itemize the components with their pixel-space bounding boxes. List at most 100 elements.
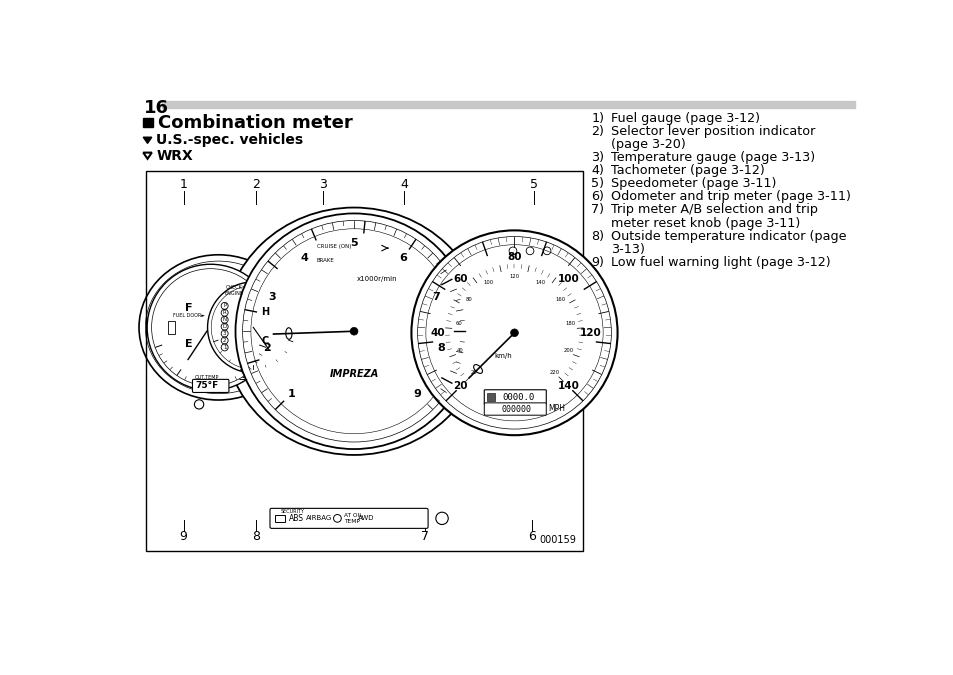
Text: 000159: 000159 [539, 535, 576, 545]
Text: 120: 120 [509, 274, 519, 279]
Text: IMPREZA: IMPREZA [329, 369, 378, 379]
Bar [143, 118, 152, 127]
Bar [162, 101, 855, 108]
Text: 7: 7 [432, 292, 439, 302]
Bar [274, 514, 285, 522]
FancyBboxPatch shape [484, 389, 546, 404]
Text: 2): 2) [591, 125, 603, 138]
Text: 4: 4 [300, 252, 308, 263]
Text: 16: 16 [144, 99, 169, 117]
Text: FUEL DOOR►: FUEL DOOR► [173, 313, 205, 319]
Circle shape [235, 213, 472, 449]
Ellipse shape [223, 207, 484, 455]
Text: 6): 6) [591, 190, 603, 203]
Text: OUT.TEMP: OUT.TEMP [194, 375, 219, 380]
Bar [168, 321, 174, 333]
Text: 120: 120 [579, 328, 601, 338]
Text: Selector lever position indicator: Selector lever position indicator [611, 125, 815, 138]
Text: 1: 1 [223, 345, 226, 350]
Text: Outside temperature indicator (page: Outside temperature indicator (page [611, 230, 846, 242]
Text: R: R [223, 310, 226, 315]
Text: x1000r/min: x1000r/min [356, 276, 397, 282]
Text: 4): 4) [591, 164, 603, 177]
Text: 200: 200 [563, 348, 573, 353]
Text: 60: 60 [455, 321, 461, 327]
FancyBboxPatch shape [193, 379, 229, 392]
Text: 3: 3 [319, 178, 327, 192]
Text: C: C [261, 336, 269, 346]
Text: F: F [185, 303, 193, 313]
Text: Trip meter A/B selection and trip: Trip meter A/B selection and trip [611, 203, 818, 217]
Text: 9): 9) [591, 256, 603, 269]
Text: 6: 6 [528, 531, 536, 543]
Text: 75°F: 75°F [195, 381, 218, 390]
Text: Odometer and trip meter (page 3-11): Odometer and trip meter (page 3-11) [611, 190, 850, 203]
Text: 100: 100 [483, 280, 494, 285]
Text: Temperature gauge (page 3-13): Temperature gauge (page 3-13) [611, 151, 815, 164]
Text: 80: 80 [465, 297, 472, 302]
Text: 1: 1 [179, 178, 188, 192]
Circle shape [208, 282, 299, 373]
FancyBboxPatch shape [270, 508, 428, 529]
Text: CHECK
ENGINE: CHECK ENGINE [224, 285, 243, 296]
Text: 7): 7) [591, 203, 603, 217]
Text: 180: 180 [565, 321, 575, 327]
Text: SECURITY: SECURITY [280, 509, 304, 514]
Text: Tachometer (page 3-12): Tachometer (page 3-12) [611, 164, 764, 177]
Text: meter reset knob (page 3-11): meter reset knob (page 3-11) [611, 217, 800, 230]
Text: H: H [260, 307, 269, 317]
Bar [487, 393, 495, 402]
Text: MPH: MPH [548, 404, 565, 412]
Text: 20: 20 [453, 381, 467, 391]
Text: 5: 5 [350, 238, 357, 248]
Text: 40: 40 [456, 348, 463, 353]
Text: U.S.-spec. vehicles: U.S.-spec. vehicles [156, 133, 303, 147]
Text: 60: 60 [453, 274, 467, 284]
Text: 3: 3 [268, 292, 275, 302]
Text: 1: 1 [287, 389, 294, 399]
Text: N: N [222, 317, 227, 322]
Text: TEMP: TEMP [344, 519, 360, 524]
Circle shape [411, 230, 617, 435]
Text: 6: 6 [399, 252, 407, 263]
Text: P: P [223, 303, 226, 308]
Text: 8): 8) [591, 230, 603, 242]
Text: Low fuel warning light (page 3-12): Low fuel warning light (page 3-12) [611, 256, 830, 269]
Text: Fuel gauge (page 3-12): Fuel gauge (page 3-12) [611, 112, 760, 125]
Text: Combination meter: Combination meter [158, 113, 353, 132]
Text: 4: 4 [400, 178, 408, 192]
Text: WRX: WRX [156, 148, 193, 163]
Circle shape [510, 329, 517, 337]
Text: 000000: 000000 [500, 404, 531, 414]
Text: 80: 80 [507, 252, 521, 262]
Text: 3): 3) [591, 151, 603, 164]
Text: 7: 7 [421, 531, 429, 543]
Text: 20: 20 [471, 370, 477, 375]
Text: 8: 8 [253, 531, 260, 543]
Text: AIRBAG: AIRBAG [305, 515, 332, 521]
Text: 2: 2 [223, 338, 226, 343]
Text: 1): 1) [591, 112, 603, 125]
Circle shape [147, 264, 274, 391]
Text: 2: 2 [263, 344, 271, 354]
Text: AT OIL: AT OIL [344, 513, 362, 518]
Text: 140: 140 [535, 280, 545, 285]
Text: 220: 220 [549, 370, 559, 375]
Text: 2: 2 [253, 178, 260, 192]
Text: ABS: ABS [289, 514, 303, 523]
Circle shape [350, 327, 357, 335]
Text: 40: 40 [431, 328, 445, 338]
Text: 140: 140 [557, 381, 578, 391]
Text: 0000.0: 0000.0 [501, 393, 534, 402]
Bar [146, 171, 582, 551]
Text: 3: 3 [223, 331, 226, 336]
Text: 5: 5 [529, 178, 537, 192]
Text: 9: 9 [413, 389, 420, 399]
Polygon shape [143, 153, 152, 159]
Text: 100: 100 [557, 274, 578, 284]
Text: 3-13): 3-13) [611, 243, 644, 256]
Text: ÷: ÷ [237, 373, 249, 386]
Text: (page 3-20): (page 3-20) [611, 138, 685, 151]
Text: E: E [185, 340, 193, 350]
Text: 160: 160 [555, 297, 565, 302]
